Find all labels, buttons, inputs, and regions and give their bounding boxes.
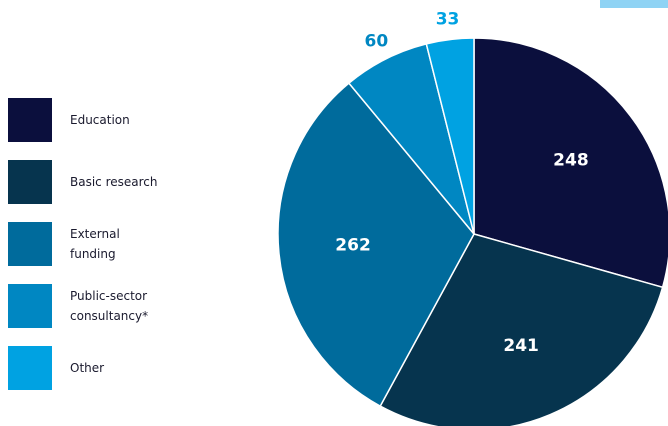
data-label: 241 bbox=[503, 336, 539, 356]
pie-slice bbox=[473, 37, 668, 289]
legend-swatch bbox=[8, 284, 52, 328]
data-label: 248 bbox=[553, 151, 589, 171]
legend-label: External funding bbox=[70, 227, 120, 261]
legend-swatch bbox=[8, 98, 52, 142]
legend-item: Public-sector consultancy* bbox=[8, 284, 166, 328]
legend-label: Education bbox=[70, 113, 130, 127]
legend-item: Education bbox=[8, 98, 166, 142]
legend-label: Public-sector consultancy* bbox=[70, 289, 149, 323]
decoration bbox=[600, 0, 668, 8]
data-label: 33 bbox=[436, 10, 460, 30]
data-label: 60 bbox=[365, 31, 389, 51]
legend-item: External funding bbox=[8, 222, 166, 266]
legend: Education Basic research External funding P… bbox=[8, 98, 166, 408]
data-label: 262 bbox=[335, 236, 371, 256]
legend-label: Other bbox=[70, 361, 105, 375]
pie-slice bbox=[277, 82, 475, 408]
legend-swatch bbox=[8, 346, 52, 390]
pie-slice bbox=[425, 37, 475, 235]
legend-item: Other bbox=[8, 346, 166, 390]
legend-label: Basic research bbox=[70, 175, 158, 189]
pie-slice bbox=[379, 233, 664, 426]
legend-swatch bbox=[8, 160, 52, 204]
legend-item: Basic research bbox=[8, 160, 166, 204]
legend-swatch bbox=[8, 222, 52, 266]
